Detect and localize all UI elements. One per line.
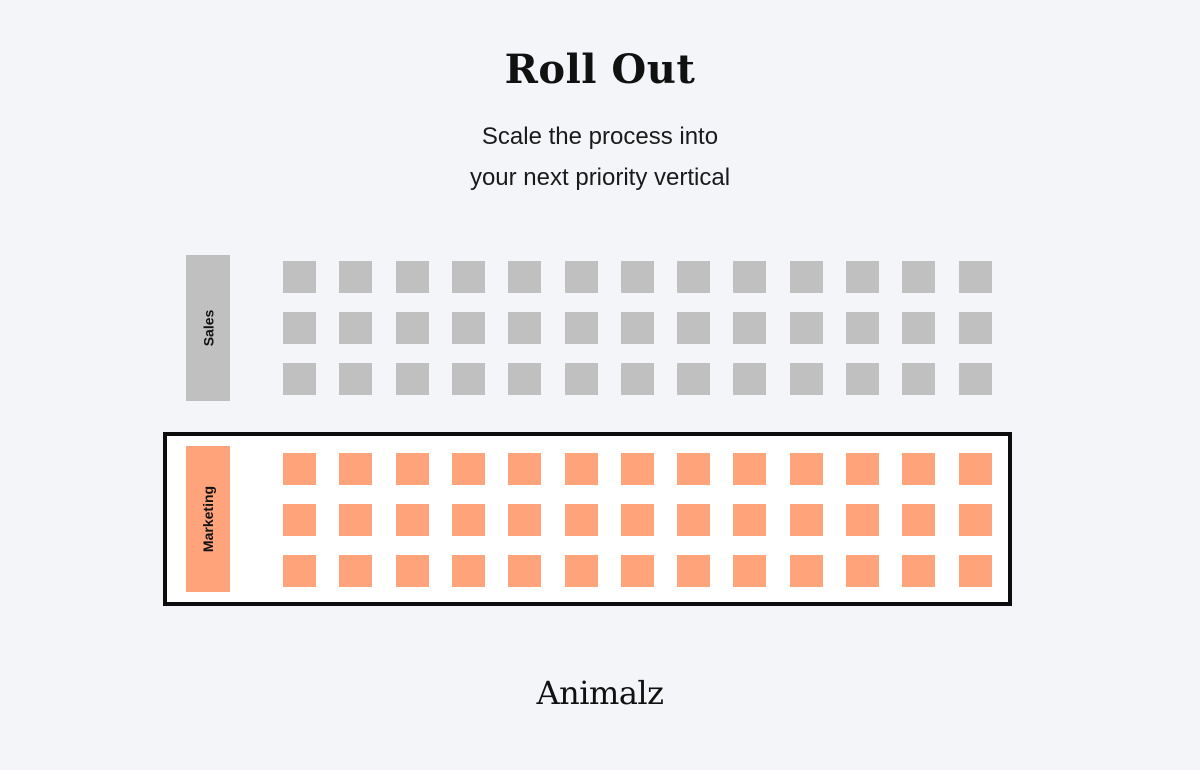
- marketing-block: [452, 555, 485, 587]
- marketing-block: [565, 555, 598, 587]
- marketing-block: [733, 453, 766, 485]
- marketing-block: [846, 504, 879, 536]
- marketing-block: [677, 555, 710, 587]
- sales-block: [283, 312, 316, 344]
- sales-label-bar: Sales: [186, 255, 230, 401]
- marketing-block: [283, 555, 316, 587]
- marketing-block: [790, 504, 823, 536]
- subtitle-line-1: Scale the process into: [481, 123, 719, 150]
- marketing-block: [677, 453, 710, 485]
- marketing-block: [959, 504, 992, 536]
- sales-block: [396, 261, 429, 293]
- animalz-logo: Animalz: [536, 674, 664, 712]
- sales-block: [790, 312, 823, 344]
- sales-block: [959, 312, 992, 344]
- sales-block: [902, 261, 935, 293]
- marketing-block: [621, 453, 654, 485]
- page-title: Roll Out: [504, 46, 696, 93]
- sales-block: [846, 261, 879, 293]
- sales-block: [283, 261, 316, 293]
- sales-block: [452, 363, 485, 395]
- sales-label: Sales: [200, 309, 216, 347]
- subtitle-line-2: your next priority vertical: [469, 164, 731, 191]
- sales-block: [339, 261, 372, 293]
- sales-block: [959, 363, 992, 395]
- marketing-block: [902, 555, 935, 587]
- sales-block: [733, 312, 766, 344]
- marketing-block: [959, 453, 992, 485]
- sales-block: [902, 363, 935, 395]
- sales-block: [396, 363, 429, 395]
- marketing-block: [508, 555, 541, 587]
- sales-block: [565, 363, 598, 395]
- sales-block: [902, 312, 935, 344]
- marketing-block: [733, 555, 766, 587]
- marketing-block: [508, 453, 541, 485]
- marketing-block: [339, 504, 372, 536]
- marketing-block: [339, 453, 372, 485]
- sales-block: [452, 312, 485, 344]
- sales-block: [508, 363, 541, 395]
- sales-block: [846, 312, 879, 344]
- marketing-block: [452, 453, 485, 485]
- sales-block: [565, 261, 598, 293]
- marketing-block: [902, 504, 935, 536]
- marketing-block: [565, 504, 598, 536]
- sales-block: [621, 261, 654, 293]
- marketing-block: [621, 555, 654, 587]
- sales-block: [508, 312, 541, 344]
- marketing-label-bar: Marketing: [186, 446, 230, 592]
- sales-block: [339, 363, 372, 395]
- marketing-block: [283, 504, 316, 536]
- sales-block: [677, 363, 710, 395]
- marketing-block: [396, 555, 429, 587]
- sales-block: [452, 261, 485, 293]
- marketing-block: [677, 504, 710, 536]
- sales-block: [508, 261, 541, 293]
- sales-block: [677, 312, 710, 344]
- marketing-block: [396, 504, 429, 536]
- sales-block: [339, 312, 372, 344]
- marketing-block: [846, 555, 879, 587]
- marketing-block: [790, 555, 823, 587]
- sales-block: [846, 363, 879, 395]
- sales-block: [790, 363, 823, 395]
- marketing-block: [733, 504, 766, 536]
- sales-block: [733, 261, 766, 293]
- sales-block: [677, 261, 710, 293]
- marketing-block: [339, 555, 372, 587]
- page-subtitle: Scale the process into your next priorit…: [0, 116, 1200, 198]
- sales-block: [790, 261, 823, 293]
- sales-block: [621, 363, 654, 395]
- marketing-block: [959, 555, 992, 587]
- marketing-block: [846, 453, 879, 485]
- sales-block: [733, 363, 766, 395]
- sales-block: [621, 312, 654, 344]
- marketing-label: Marketing: [200, 485, 216, 553]
- marketing-block: [902, 453, 935, 485]
- marketing-block: [621, 504, 654, 536]
- marketing-block: [396, 453, 429, 485]
- marketing-block: [790, 453, 823, 485]
- marketing-block: [283, 453, 316, 485]
- sales-block: [283, 363, 316, 395]
- marketing-block: [452, 504, 485, 536]
- marketing-block: [565, 453, 598, 485]
- marketing-block: [508, 504, 541, 536]
- sales-block: [396, 312, 429, 344]
- sales-block: [565, 312, 598, 344]
- sales-block: [959, 261, 992, 293]
